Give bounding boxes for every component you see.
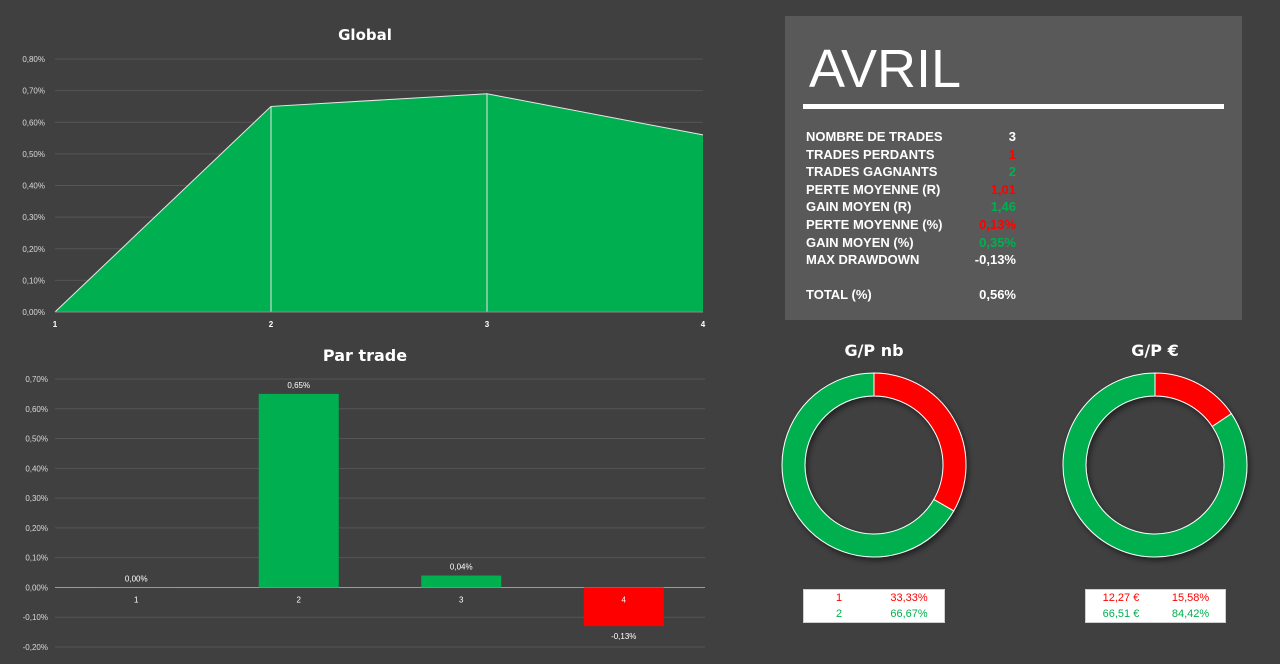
bar-y-tick-label: -0,20% [23, 643, 48, 652]
bar-data-label: 0,65% [287, 381, 310, 390]
bar-data-label: 0,04% [450, 563, 473, 572]
bar-y-tick-label: 0,30% [25, 494, 48, 503]
stat-label: GAIN MOYEN (R) [806, 199, 912, 215]
global-x-tick-label: 4 [701, 320, 706, 329]
global-chart-title: Global [338, 26, 392, 44]
gp-eur-donut-chart [1062, 372, 1248, 558]
stat-label: MAX DRAWDOWN [806, 252, 920, 268]
global-y-tick-label: 0,50% [22, 150, 45, 159]
stat-value: 2 [1008, 164, 1016, 180]
stat-label: GAIN MOYEN (%) [806, 234, 914, 250]
bar [421, 575, 502, 588]
global-area [55, 93, 703, 312]
legend-value: 2 [835, 608, 843, 620]
stat-label: NOMBRE DE TRADES [806, 129, 943, 144]
legend-percent: 66,67% [890, 608, 928, 620]
stat-label: PERTE MOYENNE (%) [806, 216, 943, 232]
bar-y-tick-label: -0,10% [23, 613, 48, 622]
bar-y-tick-label: 0,60% [25, 405, 48, 414]
stat-label: TRADES PERDANTS [806, 146, 935, 162]
global-x-tick-label: 3 [485, 320, 490, 329]
bar-data-label: -0,13% [611, 632, 636, 641]
gp-nb-legend: 1 33,33% 2 66,67% [803, 589, 945, 623]
stat-value: 1,01 [990, 181, 1016, 197]
global-x-tick-label: 2 [269, 320, 274, 329]
legend-row-loss: 1 33,33% [804, 590, 944, 606]
legend-row-gain: 66,51 € 84,42% [1086, 606, 1225, 622]
legend-row-loss: 12,27 € 15,58% [1086, 590, 1225, 606]
stat-row: GAIN MOYEN (R) 1,46 [806, 198, 1016, 216]
stat-row: PERTE MOYENNE (%) 0,13% [806, 216, 1016, 234]
global-x-tick-label: 1 [53, 320, 58, 329]
stat-row: NOMBRE DE TRADES 3 [806, 128, 1016, 146]
global-area-outline [54, 93, 704, 313]
stat-row: TOTAL (%) 0,56% [806, 286, 1016, 304]
global-area-chart: 0,00% 0,10% 0,20% 0,30% 0,40% 0,50% 0,60% 0,70%… [22, 55, 706, 329]
gp-nb-slice [781, 372, 955, 558]
stat-row: PERTE MOYENNE (R) 1,01 [806, 181, 1016, 199]
bar-y-tick-label: 0,10% [25, 554, 48, 563]
bar-y-tick-label: 0,50% [25, 435, 48, 444]
stat-label: PERTE MOYENNE (R) [806, 181, 941, 197]
bar-category-label: 2 [297, 595, 302, 604]
legend-value: 12,27 € [1102, 592, 1140, 604]
stat-value: 0,56% [979, 287, 1016, 303]
stat-value: 1,46 [990, 199, 1016, 215]
gp-eur-legend: 12,27 € 15,58% 66,51 € 84,42% [1085, 589, 1226, 623]
global-y-tick-label: 0,00% [22, 308, 45, 317]
gp-eur-slice [1062, 372, 1248, 558]
stat-row: TRADES PERDANTS 1 [806, 146, 1016, 164]
bar-category-label: 3 [459, 595, 464, 604]
stat-row: MAX DRAWDOWN -0,13% [806, 251, 1016, 269]
stat-row: GAIN MOYEN (%) 0,35% [806, 234, 1016, 252]
global-y-tick-label: 0,10% [22, 276, 45, 285]
stat-value: 3 [1008, 129, 1016, 144]
stat-label: TOTAL (%) [806, 287, 872, 303]
bar [258, 393, 339, 588]
gp-eur-title: G/P € [1131, 341, 1179, 360]
gp-nb-donut-chart [781, 372, 967, 558]
bar-category-label: 4 [622, 595, 627, 604]
title-underline [803, 104, 1224, 109]
month-title: AVRIL [809, 39, 962, 99]
gp-nb-title: G/P nb [844, 341, 904, 360]
bar-y-tick-label: 0,00% [25, 583, 48, 592]
stat-value: -0,13% [974, 252, 1016, 268]
legend-value: 66,51 € [1102, 608, 1140, 620]
stats-list: NOMBRE DE TRADES 3 TRADES PERDANTS 1 TRADES … [806, 128, 1016, 304]
legend-percent: 15,58% [1171, 592, 1210, 604]
bar-category-label: 1 [134, 595, 139, 604]
stat-row: TRADES GAGNANTS 2 [806, 163, 1016, 181]
stat-value: 0,13% [979, 216, 1016, 232]
legend-value: 1 [835, 592, 843, 604]
global-y-tick-label: 0,80% [22, 55, 45, 64]
legend-percent: 84,42% [1171, 608, 1210, 620]
gp-eur-slices [1062, 372, 1248, 558]
bar-y-tick-label: 0,70% [25, 375, 48, 384]
global-y-tick-label: 0,30% [22, 213, 45, 222]
bar-data-label: 0,00% [125, 574, 148, 583]
gp-eur-slice [1154, 372, 1233, 428]
legend-percent: 33,33% [890, 592, 928, 604]
stat-label: TRADES GAGNANTS [806, 164, 938, 180]
par-trade-bar-chart: -0,20% -0,10% 0,00% 0,10% 0,20% 0,30% 0,40% 0,5… [23, 375, 705, 652]
global-y-tick-label: 0,60% [22, 118, 45, 127]
bar-y-tick-label: 0,40% [25, 464, 48, 473]
stat-value: 0,35% [979, 234, 1016, 250]
bar [583, 587, 664, 627]
gp-nb-slices [781, 372, 967, 558]
gp-nb-slice [873, 372, 967, 512]
summary-panel: AVRIL NOMBRE DE TRADES 3 TRADES PERDANTS 1 T… [785, 16, 1242, 320]
bar-y-tick-label: 0,20% [25, 524, 48, 533]
par-trade-chart-title: Par trade [322, 346, 408, 365]
global-y-tick-label: 0,40% [22, 182, 45, 191]
global-y-tick-label: 0,70% [22, 87, 45, 96]
legend-row-gain: 2 66,67% [804, 606, 944, 622]
global-y-tick-label: 0,20% [22, 245, 45, 254]
stat-value: 1 [1008, 146, 1016, 162]
